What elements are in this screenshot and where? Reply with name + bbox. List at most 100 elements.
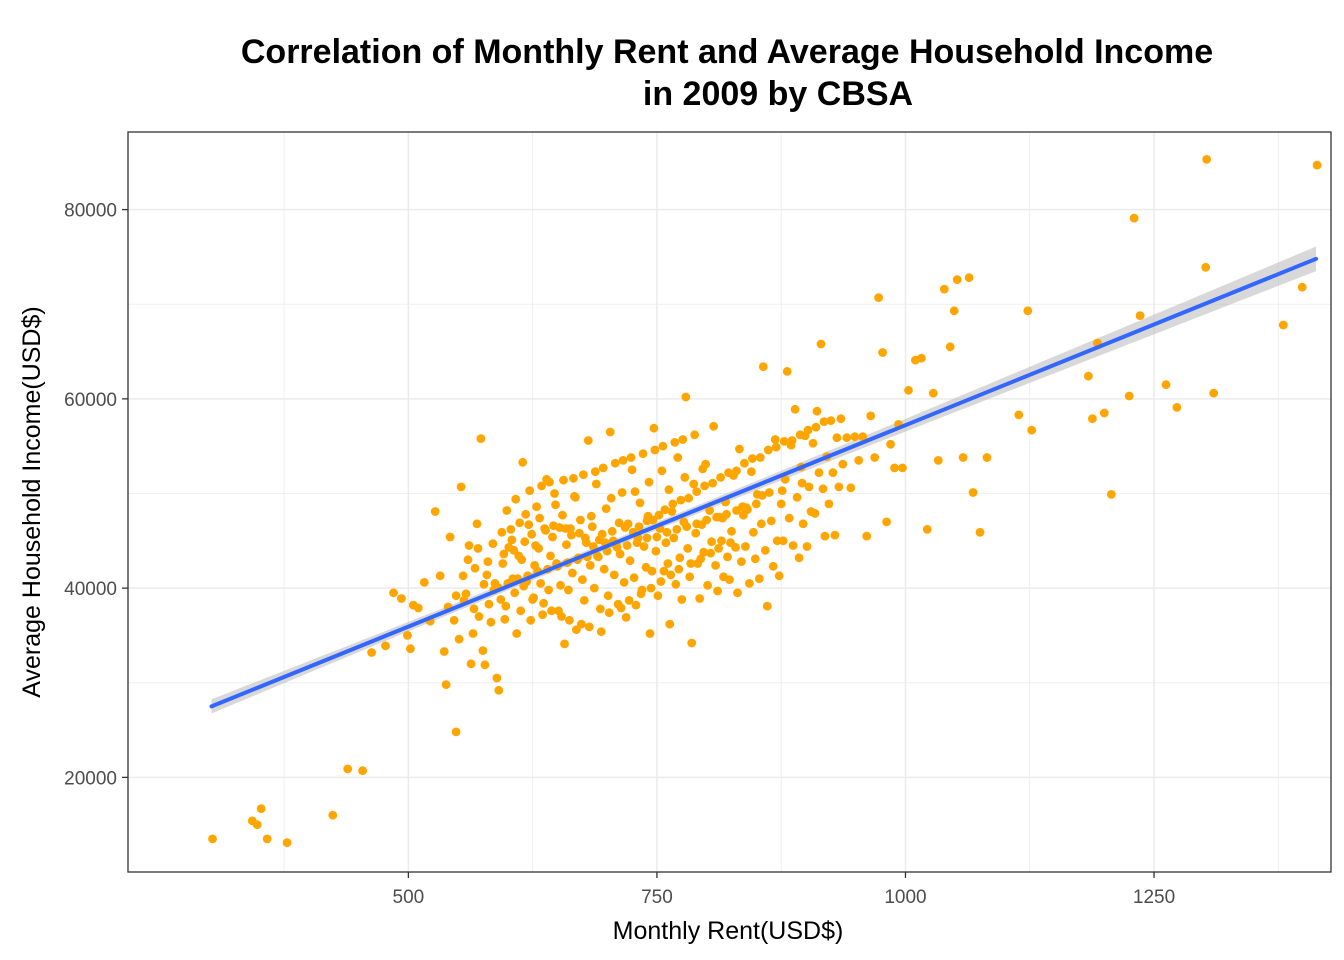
data-point bbox=[592, 551, 602, 561]
data-point bbox=[645, 629, 655, 638]
data-point bbox=[532, 502, 541, 512]
data-point bbox=[527, 529, 537, 539]
data-point bbox=[668, 499, 678, 509]
data-point bbox=[599, 564, 609, 574]
data-point bbox=[651, 546, 661, 556]
data-point bbox=[621, 613, 631, 622]
data-point bbox=[479, 579, 489, 589]
y-tick-label: 40000 bbox=[64, 579, 117, 600]
data-point bbox=[741, 542, 750, 551]
data-point bbox=[968, 488, 978, 497]
data-point bbox=[619, 578, 629, 587]
data-point bbox=[632, 538, 642, 548]
data-point bbox=[703, 580, 712, 590]
data-point bbox=[547, 606, 556, 616]
data-point bbox=[649, 423, 659, 433]
data-point bbox=[518, 457, 528, 467]
data-point bbox=[381, 641, 390, 651]
data-point bbox=[282, 838, 292, 848]
data-point bbox=[358, 766, 367, 776]
data-point bbox=[445, 532, 455, 542]
data-point bbox=[687, 638, 697, 648]
data-point bbox=[595, 604, 605, 614]
data-point bbox=[878, 348, 887, 357]
data-point bbox=[922, 525, 932, 534]
data-point bbox=[601, 504, 611, 513]
data-point bbox=[677, 595, 687, 604]
data-point bbox=[439, 647, 449, 656]
data-point bbox=[771, 442, 781, 452]
data-point bbox=[539, 598, 548, 608]
data-point bbox=[681, 392, 691, 402]
y-tick-label: 80000 bbox=[64, 201, 117, 222]
data-point bbox=[696, 554, 706, 564]
data-point bbox=[454, 634, 464, 644]
data-point bbox=[650, 445, 660, 455]
data-point bbox=[811, 422, 821, 432]
data-point bbox=[472, 519, 482, 529]
data-point bbox=[537, 481, 546, 491]
data-point bbox=[441, 680, 451, 689]
data-point bbox=[836, 414, 846, 424]
data-point bbox=[572, 625, 581, 635]
data-point bbox=[500, 614, 510, 624]
data-point bbox=[596, 627, 606, 636]
data-point bbox=[1312, 160, 1322, 170]
data-point bbox=[463, 555, 473, 565]
data-point bbox=[506, 525, 516, 534]
data-point bbox=[1172, 403, 1182, 412]
data-point bbox=[561, 524, 570, 533]
data-point bbox=[1209, 388, 1219, 398]
data-point bbox=[750, 554, 760, 564]
data-point bbox=[262, 834, 272, 844]
data-point bbox=[1161, 380, 1171, 390]
data-point bbox=[854, 456, 864, 465]
data-point bbox=[788, 541, 798, 550]
data-point bbox=[622, 541, 632, 550]
chart-title-line-1: Correlation of Monthly Rent and Average … bbox=[241, 33, 1213, 71]
data-point bbox=[830, 530, 840, 540]
data-point bbox=[819, 417, 829, 426]
chart-title-line-2: in 2009 by CBSA bbox=[643, 75, 913, 113]
data-point bbox=[812, 406, 822, 416]
data-point bbox=[784, 513, 794, 523]
data-point bbox=[536, 579, 545, 588]
data-point bbox=[654, 510, 664, 520]
data-point bbox=[709, 421, 718, 431]
data-point bbox=[745, 579, 754, 588]
data-point bbox=[507, 535, 517, 545]
data-point bbox=[749, 527, 758, 537]
x-tick-label: 750 bbox=[641, 887, 673, 908]
data-point bbox=[658, 441, 668, 451]
data-point bbox=[850, 432, 860, 442]
data-point bbox=[890, 463, 899, 473]
data-point bbox=[737, 557, 746, 566]
data-point bbox=[580, 533, 590, 543]
data-point bbox=[636, 589, 646, 599]
data-point bbox=[669, 533, 679, 543]
data-point bbox=[1099, 408, 1109, 418]
y-tick-label: 60000 bbox=[64, 390, 117, 411]
data-point bbox=[683, 544, 693, 553]
data-point bbox=[917, 353, 926, 363]
data-point bbox=[476, 434, 486, 443]
data-point bbox=[933, 456, 943, 465]
x-axis-title: Monthly Rent(USD$) bbox=[613, 917, 844, 945]
data-point bbox=[492, 673, 502, 683]
data-point bbox=[1201, 262, 1211, 272]
data-point bbox=[1278, 320, 1288, 330]
data-point bbox=[797, 478, 807, 488]
data-point bbox=[480, 660, 490, 670]
y-axis-ticks: 20000 40000 60000 80000 bbox=[64, 201, 128, 789]
data-point bbox=[497, 527, 507, 537]
data-point bbox=[612, 543, 622, 552]
data-point bbox=[647, 566, 657, 576]
data-point bbox=[576, 515, 585, 525]
data-point bbox=[579, 470, 588, 479]
data-point bbox=[403, 631, 412, 640]
data-point bbox=[672, 525, 682, 534]
data-point bbox=[787, 436, 797, 445]
data-point bbox=[764, 488, 774, 497]
data-point bbox=[680, 473, 690, 482]
data-point bbox=[695, 594, 705, 603]
